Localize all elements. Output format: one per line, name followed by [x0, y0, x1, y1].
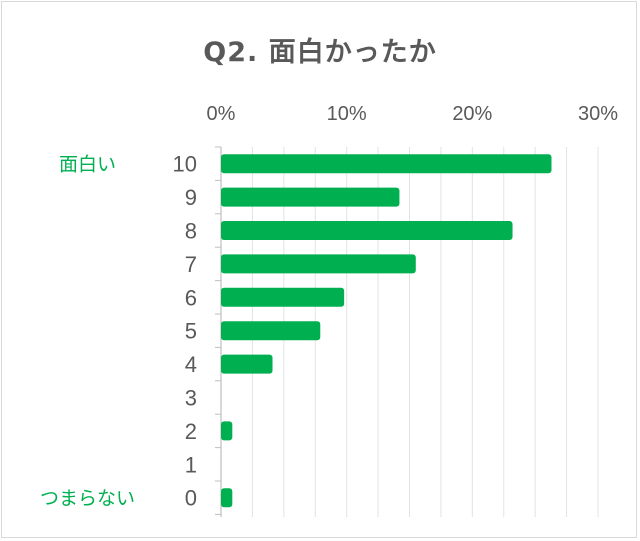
y-tick-label: 5 — [185, 319, 197, 344]
bar — [221, 321, 321, 341]
y-tick-label: 2 — [185, 419, 197, 444]
y-tick-label: 7 — [185, 252, 197, 277]
x-tick-label: 20% — [452, 103, 492, 125]
annotation-label: つまらない — [40, 488, 135, 510]
bar — [221, 154, 552, 174]
bar — [221, 488, 233, 508]
bar — [221, 354, 273, 374]
x-tick-label: 10% — [327, 103, 367, 125]
y-tick-label: 6 — [185, 285, 197, 310]
bar — [221, 287, 345, 307]
x-tick-label: 30% — [578, 103, 618, 125]
bar — [221, 254, 416, 274]
annotation-label: 面白い — [59, 154, 116, 176]
y-tick-label: 0 — [185, 486, 197, 511]
bar — [221, 421, 233, 441]
bar — [221, 221, 513, 240]
y-tick-label: 9 — [185, 185, 197, 210]
y-tick-label: 1 — [185, 452, 197, 477]
y-tick-label: 8 — [185, 219, 197, 244]
y-tick-label: 10 — [173, 152, 197, 177]
y-tick-label: 3 — [185, 386, 197, 411]
bar — [221, 187, 400, 207]
x-tick-label: 0% — [207, 103, 236, 125]
chart-title: Q2. 面白かったか — [203, 37, 437, 68]
y-tick-label: 4 — [185, 352, 197, 377]
